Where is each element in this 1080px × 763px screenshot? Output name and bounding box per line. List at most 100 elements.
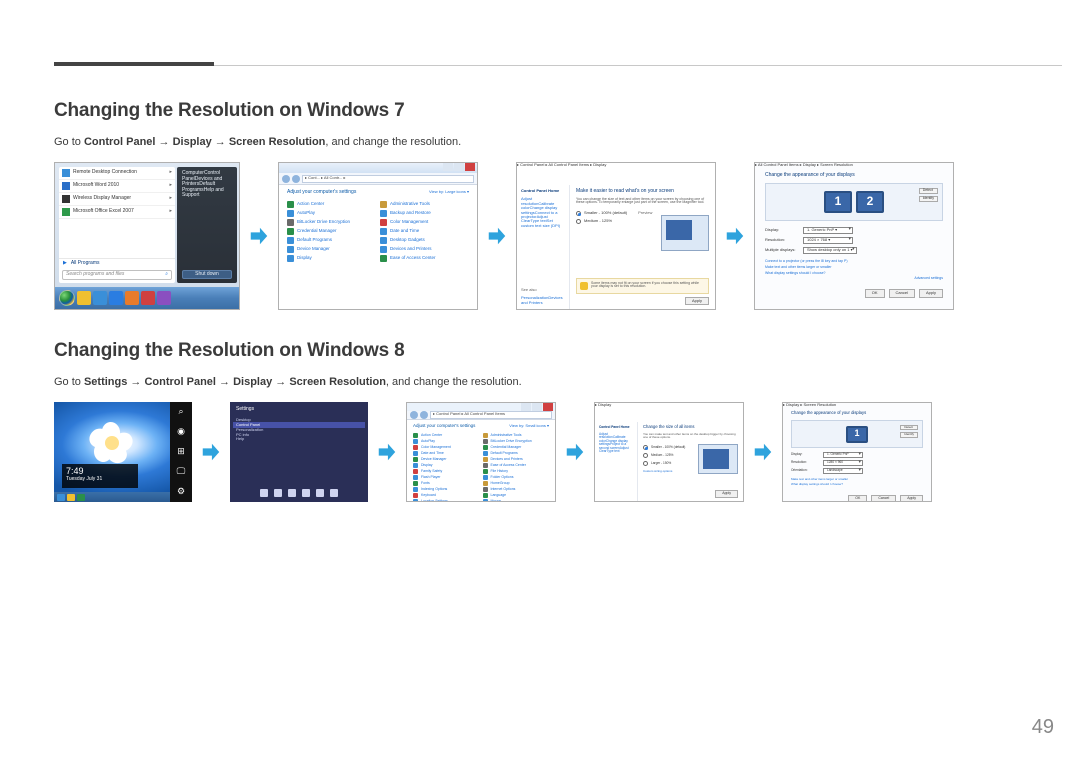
field-select: Landscape [823,468,863,474]
identify-button: Identify [900,432,918,437]
cp-item: Internet Options [483,487,550,492]
monitor-2-icon: 2 [856,191,884,213]
cp-item: Ease of Access Center [483,463,550,468]
field-label: Resolution: [765,238,797,242]
cp-item: Action Center [413,433,480,438]
win7-control-panel-thumb: ▸ Cont... ▸ All Contr... ▸ Adjust your c… [278,162,478,310]
shutdown-button: Shut down [182,270,232,280]
display-sidebar: Control Panel Home Adjust resolutionCali… [595,422,637,501]
cp-item: Administrative Tools [483,433,550,438]
display-main: Make it easier to read what's on your sc… [569,185,715,309]
taskbar-app-icon [141,291,155,305]
field-select: 1280 × 960 [823,460,863,466]
arrow-icon [486,225,508,247]
win8-heading: Changing the Resolution on Windows 8 [54,340,1062,362]
taskbar [54,492,170,502]
window-titlebar [279,163,477,173]
ok-button: OK [865,289,885,297]
sidebar-heading: Control Panel Home [599,426,633,430]
resolution-link: What display settings should I choose? [765,272,943,276]
field-label: Display: [765,228,797,232]
address-bar: ▸ Cont... ▸ All Contr... ▸ [279,173,477,185]
cp-item: Backup and Restore [380,210,469,217]
text: Go to [54,136,84,148]
cp-item: Indexing Options [413,487,480,492]
dialog-buttons: OK Cancel Apply [765,289,943,297]
sidebar-heading: Control Panel Home [521,189,565,193]
date-value: Tuesday July 31 [66,477,134,483]
taskbar-app-icon [157,291,171,305]
cp-grid: Action CenterAdministrative ToolsAutoPla… [407,431,555,502]
cp-item: Default Programs [287,237,376,244]
field-select: 1024 × 768 ▾ [803,237,853,244]
cp-item: Credential Manager [287,228,376,235]
apply-button: Apply [685,297,709,305]
search-charm-icon: ⌕ [176,407,186,417]
monitor-buttons: Detect Identify [919,188,938,202]
resolution-link: Make text and other items larger or smal… [765,266,943,270]
text-bold: Settings → Control Panel → Display → Scr… [84,376,386,388]
cp-item: Display [413,463,480,468]
taskbar-app-icon [93,291,107,305]
win8-desktop-charms-thumb: 7:49 Tuesday July 31 ⌕ ◉ ⊞ 🖵 ⚙ [54,402,192,502]
start-orb-icon [59,290,75,306]
win8-settings-panel-thumb: Settings DesktopControl PanelPersonaliza… [230,402,368,502]
arrow-icon [200,441,222,463]
cp-item: Keyboard [413,493,480,498]
arrow-icon [376,441,398,463]
resolution-title: Change the appearance of your displays [765,173,943,179]
cp-item: Location Settings [413,499,480,502]
ok-button: OK [848,495,867,502]
display-preview-icon [661,215,709,251]
cp-item: Desktop Gadgets [380,237,469,244]
cp-item: AutoPlay [287,210,376,217]
cp-viewby: View by: Large icons ▾ [429,190,469,196]
opt-medium: Medium - 125% [651,454,673,458]
resolution-body: Change the appearance of your displays 1… [755,167,953,303]
detect-button: Detect [919,188,938,194]
cp-item: Device Manager [287,246,376,253]
win7-resolution-thumb: ▸ All Control Panel Items ▸ Display ▸ Sc… [754,162,954,310]
resolution-link: What display settings should I choose? [791,483,923,486]
display-title: Make it easier to read what's on your sc… [576,189,709,195]
taskbar-app-icon [109,291,123,305]
monitor-preview: 1 2 Detect Identify [765,183,943,221]
cp-item: Devices and Printers [380,246,469,253]
warning-text: Some items may not fit on your screen if… [591,282,705,290]
display-preview-icon [698,444,738,474]
opt-large: Larger - 150% [651,462,671,466]
monitor-1-icon: 1 [846,426,868,443]
warning-banner: Some items may not fit on your screen if… [576,278,709,294]
start-menu-item: Remote Desktop Connection▸ [59,167,175,180]
win7-display-thumb: ▸ Control Panel ▸ All Control Panel Item… [516,162,716,310]
cp-item: Display [287,255,376,262]
cp-item: BitLocker Drive Encryption [287,219,376,226]
page-content: Changing the Resolution on Windows 7 Go … [54,100,1062,532]
field-label: Resolution: [791,461,817,465]
text: Go to [54,376,84,388]
display-title: Change the size of all items [643,425,738,430]
resolution-links: Make text and other items larger or smal… [791,478,923,487]
resolution-links: Connect to a projector (or press the ⊞ k… [765,260,943,276]
field-label: Display: [791,453,817,457]
cp-item: AutoPlay [413,439,480,444]
start-menu-item: Microsoft Office Excel 2007▸ [59,206,175,219]
resolution-fields: Display:1. Generic PnP ▾ Resolution:1024… [765,227,943,254]
settings-charm-icon: ⚙ [176,487,186,497]
arrow-icon [724,225,746,247]
window-titlebar [407,403,555,411]
start-menu-item: Microsoft Word 2010▸ [59,180,175,193]
resolution-link: Connect to a projector (or press the ⊞ k… [765,260,943,264]
cp-item: HomeGroup [483,481,550,486]
apply-button: Apply [900,495,923,502]
cp-item: Language [483,493,550,498]
field-select: Show desktop only on 1 ▾ [803,247,857,254]
time-overlay: 7:49 Tuesday July 31 [62,464,138,488]
text-bold: Control Panel → Display → Screen Resolut… [84,136,325,148]
devices-charm-icon: 🖵 [176,467,186,477]
cp-adjust-label: Adjust your computer's settings [413,424,475,429]
win7-start-menu-thumb: Remote Desktop Connection▸Microsoft Word… [54,162,240,310]
cp-item: Action Center [287,201,376,208]
cp-item: Mouse [483,499,550,502]
win8-row: 7:49 Tuesday July 31 ⌕ ◉ ⊞ 🖵 ⚙ [54,402,1062,502]
